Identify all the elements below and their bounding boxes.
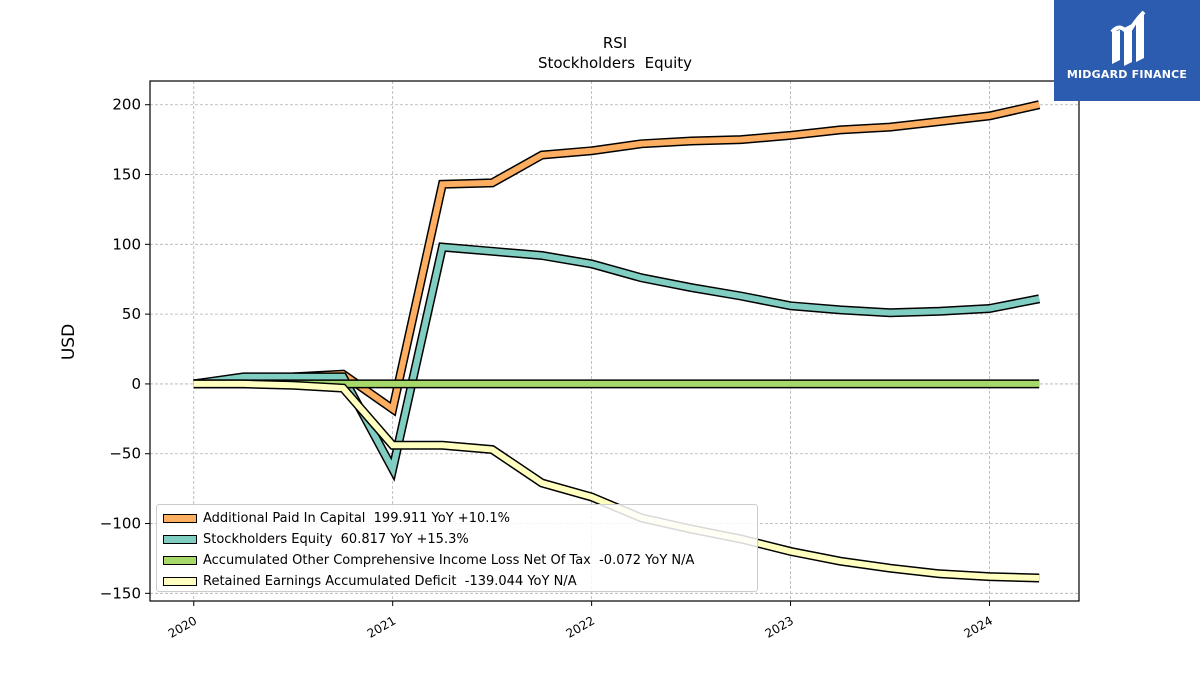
y-tick-label: 50 [122, 305, 141, 323]
legend-swatch [163, 556, 197, 565]
legend-swatch [163, 514, 197, 523]
series-line [193, 242, 1041, 482]
legend-item: Stockholders Equity 60.817 YoY +15.3% [157, 529, 757, 550]
legend-item: Retained Earnings Accumulated Deficit -1… [157, 571, 757, 592]
series-line-outline [193, 242, 1041, 482]
series-line [193, 100, 1041, 417]
legend-swatch [163, 577, 197, 586]
legend-label: Accumulated Other Comprehensive Income L… [203, 553, 695, 568]
y-tick-label: 200 [112, 96, 141, 114]
series-line-fill [193, 243, 1040, 478]
legend-item: Additional Paid In Capital 199.911 YoY +… [157, 508, 757, 529]
y-tick-label: −50 [109, 445, 141, 463]
y-axis: 200 150 100 50 0 −50 −100 −150 [100, 96, 150, 602]
chart-subtitle: Stockholders Equity [538, 54, 692, 72]
y-tick-label: 0 [131, 375, 141, 393]
y-tick-label: −100 [100, 515, 141, 533]
y-axis-label: USD [59, 324, 79, 360]
legend-label: Additional Paid In Capital 199.911 YoY +… [203, 511, 510, 526]
logo: MIDGARD FINANCE [1054, 0, 1200, 101]
legend-swatch [163, 535, 197, 544]
y-tick-label: 100 [112, 235, 141, 253]
grid [150, 81, 1079, 601]
x-tick-label: 2024 [962, 613, 995, 640]
legend-label: Stockholders Equity 60.817 YoY +15.3% [203, 532, 469, 547]
legend: Additional Paid In Capital 199.911 YoY +… [156, 504, 758, 592]
x-axis: 2020 2021 2022 2023 2024 [166, 601, 995, 641]
x-tick-label: 2022 [564, 613, 597, 640]
x-tick-label: 2023 [763, 613, 796, 640]
series-line-outline [193, 100, 1041, 417]
legend-label: Retained Earnings Accumulated Deficit -1… [203, 574, 577, 589]
x-tick-label: 2020 [166, 613, 199, 640]
x-tick-label: 2021 [365, 613, 398, 640]
plot-frame [149, 80, 1080, 602]
y-tick-label: −150 [100, 584, 141, 602]
chart-title: RSI [603, 34, 627, 52]
y-tick-label: 150 [112, 166, 141, 184]
legend-item: Accumulated Other Comprehensive Income L… [157, 550, 757, 571]
logo-text: MIDGARD FINANCE [1066, 68, 1188, 81]
midgard-logo-icon [1110, 10, 1146, 66]
